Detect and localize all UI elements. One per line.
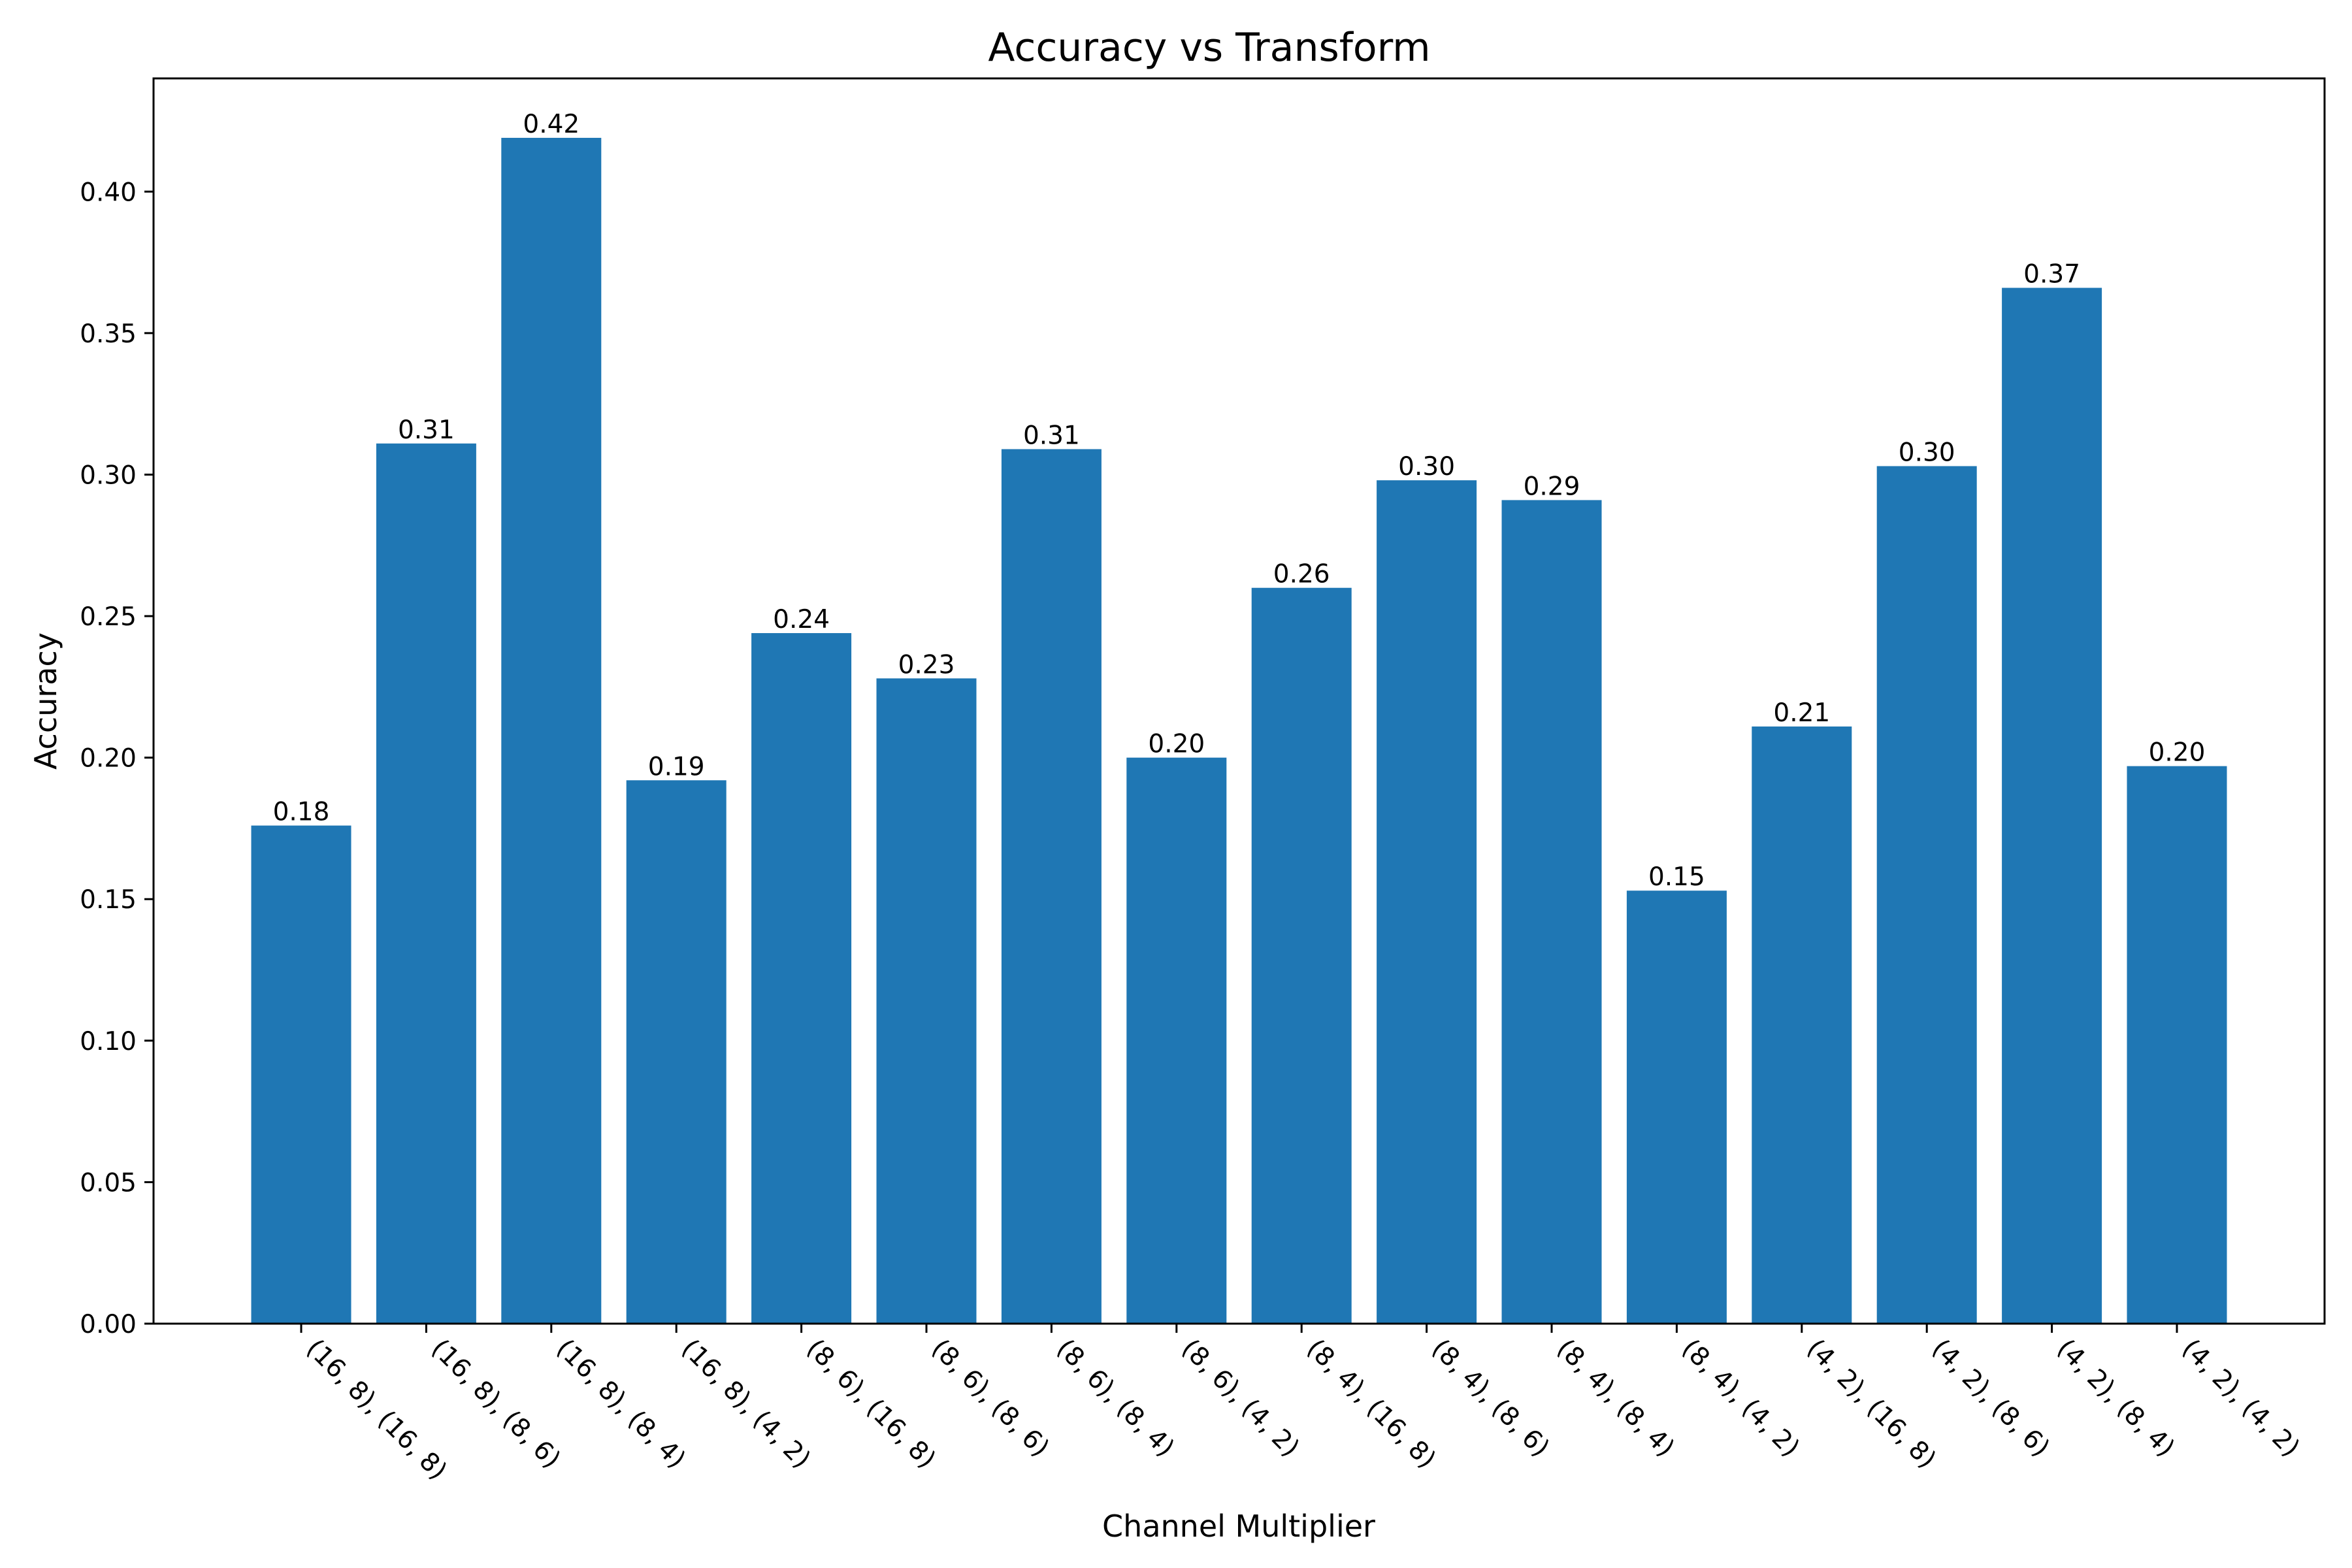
bar [1126, 757, 1227, 1324]
y-axis: 0.00 0.05 0.10 0.15 0.20 0.25 0.30 0.35 0.40 [80, 178, 154, 1339]
x-tick-label: (4, 2), (4, 2) [2176, 1333, 2306, 1463]
x-axis: (16, 8), (16, 8)(16, 8), (8, 6)(16, 8), … [300, 1324, 2306, 1486]
data-label: 0.24 [773, 605, 830, 634]
bar [1876, 466, 1977, 1324]
chart-title: Accuracy vs Transform [988, 25, 1430, 71]
y-tick-label: 0.35 [80, 319, 137, 349]
data-label: 0.30 [1899, 438, 1955, 467]
x-tick-label: (16, 8), (8, 6) [425, 1333, 566, 1474]
bar [876, 678, 977, 1324]
y-tick-label: 0.10 [80, 1027, 137, 1056]
y-axis-label: Accuracy [28, 632, 63, 770]
bar [501, 137, 602, 1324]
y-tick-label: 0.25 [80, 602, 137, 632]
bar [2127, 766, 2227, 1324]
x-tick-label: (8, 6), (8, 4) [1051, 1333, 1180, 1463]
x-tick-label: (4, 2), (8, 6) [1926, 1333, 2055, 1463]
x-tick-label: (16, 8), (8, 4) [551, 1333, 691, 1474]
x-tick-label: (8, 4), (8, 6) [1426, 1333, 1556, 1463]
x-tick-label: (16, 8), (4, 2) [676, 1333, 816, 1474]
data-label: 0.20 [1148, 730, 1205, 759]
data-label: 0.31 [398, 416, 455, 445]
data-label: 0.29 [1524, 472, 1580, 501]
data-label: 0.20 [2149, 738, 2206, 768]
y-tick-label: 0.15 [80, 885, 137, 915]
bar [251, 825, 351, 1324]
data-label: 0.26 [1273, 560, 1330, 589]
x-tick-label: (8, 4), (8, 4) [1551, 1333, 1680, 1463]
data-label: 0.42 [523, 110, 580, 139]
bar [376, 443, 476, 1324]
y-tick-label: 0.20 [80, 744, 137, 774]
x-tick-label: (4, 2), (8, 4) [2051, 1333, 2181, 1463]
bar [751, 633, 852, 1324]
bar [1626, 890, 1727, 1324]
bar [1377, 480, 1477, 1324]
data-label: 0.21 [1773, 698, 1830, 728]
y-tick-label: 0.05 [80, 1168, 137, 1198]
data-label: 0.18 [273, 798, 330, 827]
x-tick-label: (4, 2), (16, 8) [1801, 1333, 1942, 1474]
x-tick-label: (8, 4), (4, 2) [1676, 1333, 1805, 1463]
data-label: 0.23 [898, 650, 955, 679]
x-tick-label: (8, 6), (8, 6) [926, 1333, 1055, 1463]
data-labels: 0.18 0.31 0.42 0.19 0.24 0.23 0.31 0.20 0.26 0.30… [273, 110, 2206, 892]
bars-group [251, 137, 2227, 1324]
bar [1001, 449, 1102, 1324]
bar [1251, 587, 1352, 1324]
bar [2002, 287, 2102, 1324]
y-tick-label: 0.00 [80, 1310, 137, 1339]
y-tick-label: 0.30 [80, 461, 137, 490]
plot-frame [152, 77, 2326, 1325]
data-label: 0.37 [2023, 260, 2080, 289]
y-tick-label: 0.40 [80, 178, 137, 207]
x-tick-label: (8, 6), (16, 8) [801, 1333, 941, 1474]
x-tick-label: (8, 6), (4, 2) [1176, 1333, 1305, 1463]
x-axis-label: Channel Multiplier [1102, 1509, 1375, 1544]
data-label: 0.19 [648, 752, 705, 781]
data-label: 0.30 [1398, 452, 1455, 482]
data-label: 0.15 [1648, 862, 1705, 892]
bar [1501, 500, 1602, 1324]
data-label: 0.31 [1023, 421, 1080, 450]
bar [1752, 726, 1852, 1324]
x-tick-label: (8, 4), (16, 8) [1301, 1333, 1441, 1474]
bar [626, 780, 727, 1324]
